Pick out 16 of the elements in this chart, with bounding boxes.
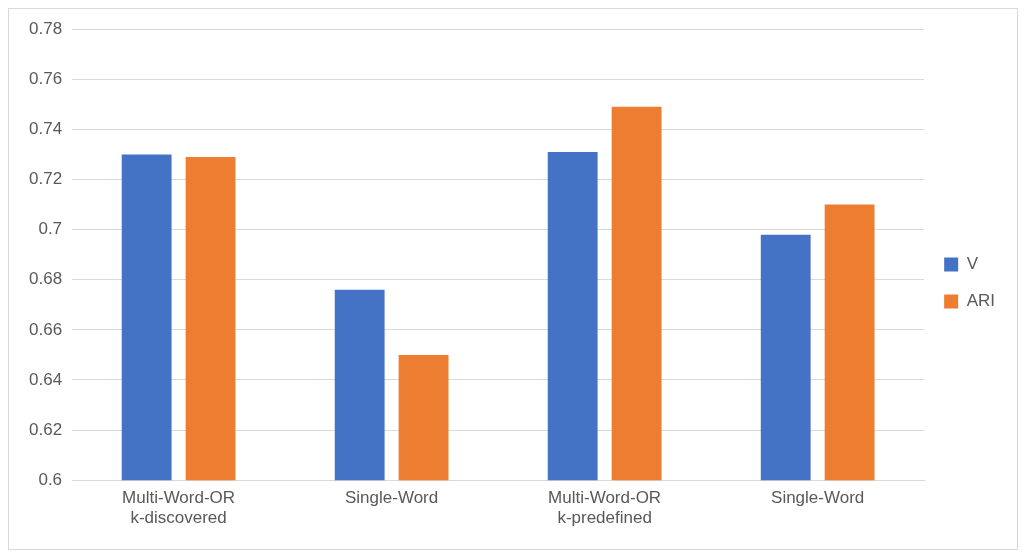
legend-label: ARI [966, 291, 995, 311]
y-tick-label: 0.7 [38, 219, 63, 239]
y-tick-label: 0.66 [28, 319, 63, 339]
x-tick-label: Single-Word [345, 488, 439, 508]
y-tick-label: 0.76 [28, 69, 63, 88]
y-tick-label: 0.72 [28, 169, 63, 189]
legend-label: V [966, 254, 979, 274]
x-tick-label: Multi-Word-OR k-predefined [548, 488, 662, 528]
y-tick-label: 0.6 [38, 469, 63, 489]
y-tick-label: 0.62 [28, 419, 63, 439]
y-tick-label: 0.78 [28, 18, 63, 38]
x-tick-label: Single-Word [771, 488, 865, 508]
y-tick-label: 0.64 [28, 369, 63, 389]
x-tick-label: Multi-Word-OR k-discovered [122, 488, 236, 528]
y-tick-label: 0.68 [28, 269, 63, 289]
y-tick-label: 0.74 [28, 119, 63, 139]
